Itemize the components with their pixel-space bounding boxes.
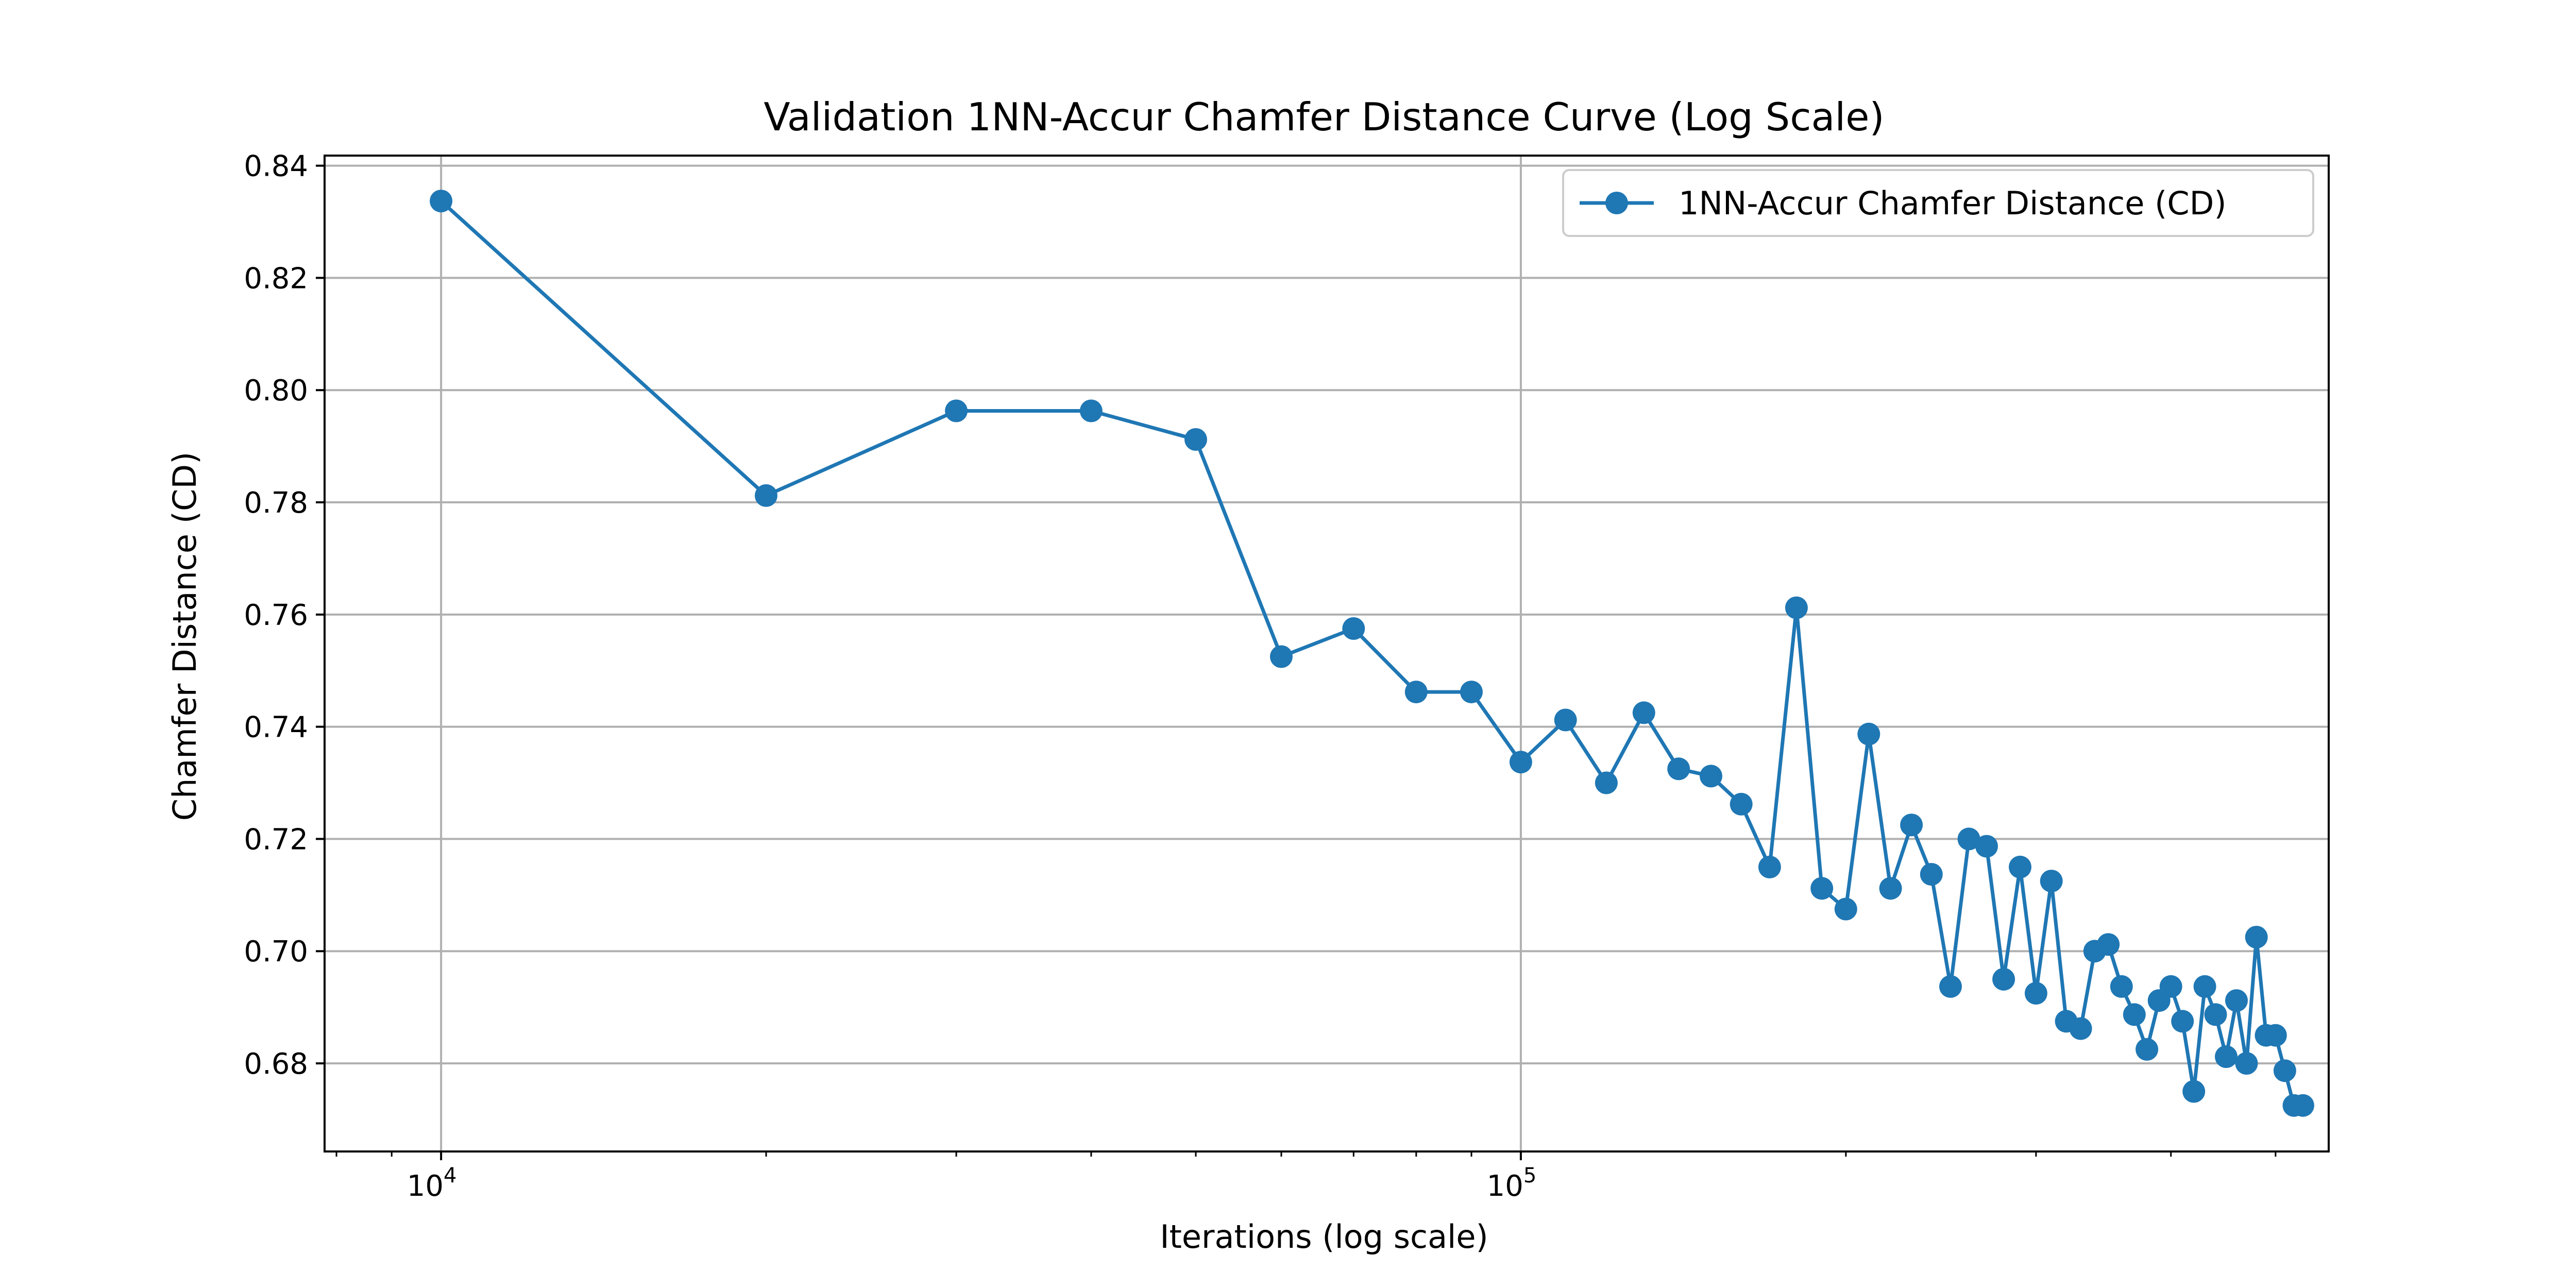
data-point (2171, 1010, 2194, 1033)
x-tick-label: 104 (407, 1164, 457, 1203)
y-tick-label: 0.72 (244, 823, 308, 856)
data-point (1270, 645, 1293, 668)
data-point (1667, 757, 1690, 781)
data-point (2136, 1038, 2159, 1061)
data-point (1460, 681, 1483, 704)
data-point (2040, 870, 2063, 893)
data-point (2245, 926, 2268, 948)
y-tick-label: 0.70 (244, 935, 308, 969)
x-tick-labels: 104 105 (407, 1164, 1537, 1203)
data-point (1079, 399, 1103, 422)
data-point (1595, 771, 1618, 794)
data-point (945, 399, 968, 422)
data-point (2182, 1080, 2206, 1103)
data-point (2235, 1052, 2258, 1075)
y-tick-label: 0.82 (244, 262, 308, 295)
data-point (2273, 1059, 2296, 1082)
data-point (2024, 981, 2047, 1005)
data-point (2264, 1024, 2287, 1047)
data-point (2159, 975, 2182, 998)
data-point (1810, 877, 1834, 900)
series-layer (430, 190, 2314, 1117)
data-point (1632, 701, 1655, 724)
data-point (2069, 1017, 2092, 1040)
data-point (1939, 975, 1962, 998)
legend-frame (1562, 169, 2314, 237)
data-point (2193, 975, 2216, 998)
data-point (1554, 708, 1577, 732)
data-point (430, 190, 453, 213)
grid (325, 156, 2329, 1151)
data-point (1975, 835, 1998, 858)
y-tick-label: 0.84 (244, 150, 308, 183)
data-point (1758, 855, 1781, 878)
data-point (1920, 863, 1943, 886)
data-point (2291, 1094, 2314, 1117)
data-point (1509, 751, 1532, 774)
y-tick-label: 0.76 (244, 599, 308, 632)
data-point (1957, 827, 1980, 851)
plot-frame (324, 155, 2330, 1153)
data-point (1992, 968, 2015, 991)
y-tick-label: 0.80 (244, 374, 308, 408)
y-tick-label: 0.68 (244, 1047, 308, 1081)
data-point (1857, 722, 1880, 745)
data-point (2009, 855, 2031, 878)
data-point (2204, 1003, 2227, 1026)
legend-label: 1NN-Accur Chamfer Distance (CD) (1679, 184, 2227, 222)
data-point (1785, 596, 1808, 619)
data-point (2215, 1045, 2238, 1068)
data-point (2097, 933, 2120, 956)
data-point (2123, 1003, 2146, 1026)
data-point (1700, 765, 1722, 788)
data-point (1900, 814, 1923, 837)
data-point (755, 484, 777, 507)
x-axis-label: Iterations (log scale) (1160, 1218, 1488, 1256)
y-tick-labels: 0.68 0.70 0.72 0.74 0.76 0.78 0.80 0.82 0.84 (244, 150, 308, 1081)
data-point (1342, 617, 1365, 640)
y-tick-label: 0.78 (244, 486, 308, 520)
data-point (1730, 792, 1753, 816)
axis-ticks (316, 164, 1522, 1160)
data-point (1834, 897, 1857, 921)
data-point (2225, 989, 2248, 1012)
data-point (1879, 877, 1902, 900)
data-point (2110, 975, 2133, 998)
y-axis-label: Chamfer Distance (CD) (166, 452, 204, 821)
x-tick-label: 105 (1487, 1164, 1537, 1203)
data-point (1404, 681, 1428, 704)
data-point (1184, 428, 1207, 451)
legend-marker-swatch (1605, 192, 1628, 214)
legend: 1NN-Accur Chamfer Distance (CD) (1562, 169, 2314, 237)
chart-title: Validation 1NN-Accur Chamfer Distance Cu… (764, 94, 1884, 140)
y-tick-label: 0.74 (244, 711, 308, 744)
